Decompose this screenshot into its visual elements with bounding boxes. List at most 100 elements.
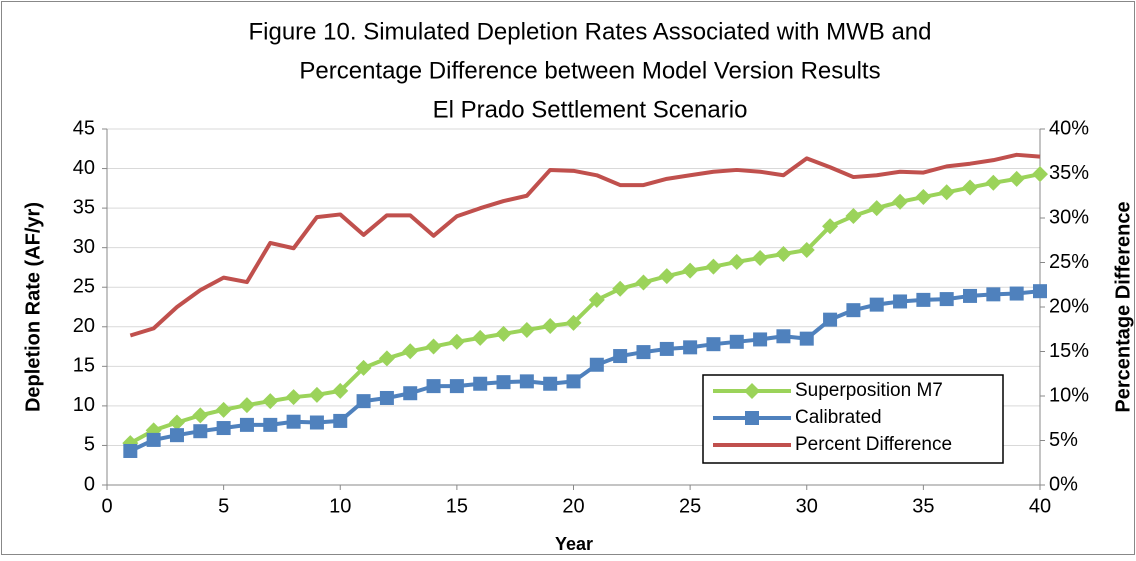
point-marker [449, 379, 464, 394]
y2-tick-label: 20% [1049, 295, 1089, 317]
y-tick-label: 10 [73, 394, 95, 416]
point-marker [123, 443, 138, 458]
x-tick-label: 30 [796, 495, 818, 517]
point-marker [612, 280, 629, 297]
point-marker [355, 359, 372, 376]
point-marker [426, 379, 441, 394]
point-marker [589, 357, 604, 372]
point-marker [963, 288, 978, 303]
legend-marker [745, 411, 759, 425]
y2-tick-label: 0% [1049, 473, 1078, 495]
point-marker [403, 386, 418, 401]
point-marker [823, 312, 838, 327]
point-marker [472, 329, 489, 346]
point-marker [356, 394, 371, 409]
point-marker [216, 421, 231, 436]
point-marker [588, 291, 605, 308]
point-marker [169, 428, 184, 443]
y2-tick-label: 5% [1049, 429, 1078, 451]
point-marker [308, 386, 325, 403]
point-marker [985, 174, 1002, 191]
legend-label: Calibrated [795, 407, 882, 428]
point-marker [286, 414, 301, 429]
x-tick-label: 5 [218, 495, 229, 517]
point-marker [192, 407, 209, 424]
legend-label: Percent Difference [795, 434, 952, 455]
point-marker [285, 389, 302, 406]
x-axis-label: Year [555, 534, 593, 554]
point-marker [799, 331, 814, 346]
point-marker [379, 390, 394, 405]
point-marker [916, 292, 931, 307]
point-marker [845, 208, 862, 225]
point-marker [706, 337, 721, 352]
point-marker [309, 415, 324, 430]
point-marker [332, 382, 349, 399]
point-marker [753, 332, 768, 347]
series-line [129, 152, 1041, 338]
y2-tick-label: 35% [1049, 162, 1089, 184]
point-marker [215, 401, 232, 418]
point-marker [1033, 284, 1047, 299]
point-marker [893, 294, 908, 309]
point-marker [402, 343, 419, 360]
y-tick-label: 30 [73, 236, 95, 258]
point-marker [846, 303, 861, 318]
chart-title: El Prado Settlement Scenario [433, 96, 748, 123]
point-marker [146, 432, 161, 447]
point-marker [658, 268, 675, 285]
point-marker [239, 417, 254, 432]
y-tick-label: 35 [73, 196, 95, 218]
point-marker [939, 292, 954, 307]
point-marker [333, 413, 348, 428]
point-marker [1032, 166, 1048, 183]
point-marker [938, 184, 955, 201]
point-marker [495, 325, 512, 342]
y2-tick-label: 25% [1049, 251, 1089, 273]
point-marker [542, 317, 559, 334]
chart-title: Percentage Difference between Model Vers… [299, 57, 880, 84]
y-tick-label: 20 [73, 315, 95, 337]
x-tick-label: 20 [562, 495, 584, 517]
point-marker [635, 274, 652, 291]
point-marker [986, 287, 1001, 302]
y2-axis-label: Percentage Difference [1112, 201, 1134, 412]
y-axis-label: Depletion Rate (AF/yr) [22, 202, 44, 412]
point-marker [775, 245, 792, 262]
point-marker [892, 193, 909, 210]
y-tick-label: 40 [73, 157, 95, 179]
y2-tick-label: 30% [1049, 206, 1089, 228]
point-marker [168, 414, 185, 431]
y2-tick-label: 15% [1049, 340, 1089, 362]
point-marker [566, 374, 581, 389]
y-tick-label: 25 [73, 276, 95, 298]
point-marker [565, 314, 582, 331]
point-marker [518, 321, 535, 338]
point-marker [798, 242, 815, 259]
point-marker [636, 345, 651, 360]
series-line [129, 172, 1041, 445]
point-marker [868, 200, 885, 217]
point-marker [822, 218, 839, 235]
point-marker [776, 329, 791, 344]
y2-tick-label: 40% [1049, 117, 1089, 139]
point-marker [473, 376, 488, 391]
x-tick-label: 10 [329, 495, 351, 517]
point-marker [378, 350, 395, 367]
point-marker [425, 338, 442, 355]
point-marker [962, 179, 979, 196]
y-tick-label: 45 [73, 117, 95, 139]
x-tick-label: 40 [1029, 495, 1051, 517]
point-marker [869, 297, 884, 312]
point-marker [238, 397, 255, 414]
y-tick-label: 15 [73, 355, 95, 377]
y-tick-label: 5 [84, 434, 95, 456]
point-marker [613, 349, 628, 364]
point-marker [915, 189, 932, 206]
point-marker [1009, 286, 1024, 301]
point-marker [262, 393, 279, 410]
point-marker [1008, 170, 1025, 187]
point-marker [448, 333, 465, 350]
y-tick-label: 0 [84, 473, 95, 495]
